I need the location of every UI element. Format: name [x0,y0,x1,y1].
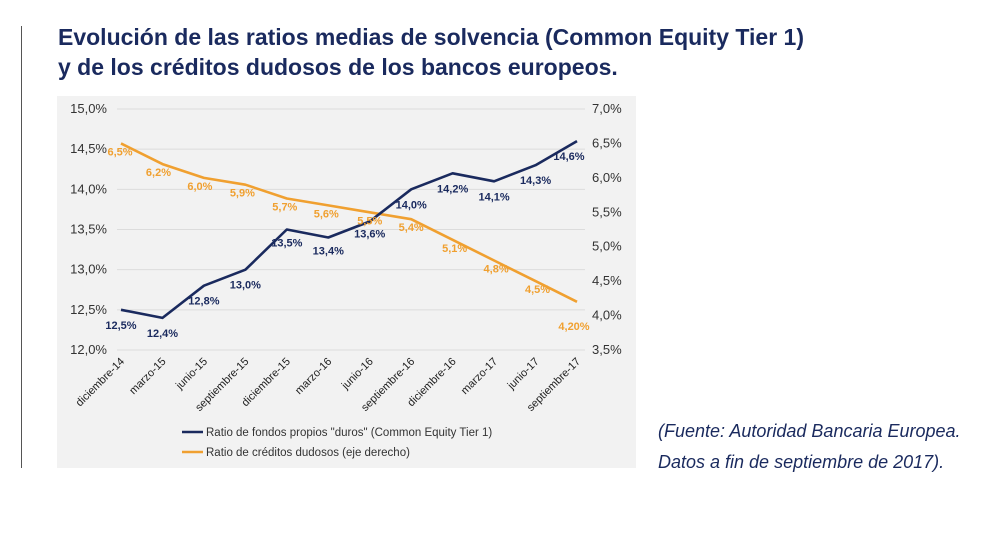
y-left-tick-label: 13,5% [70,222,107,237]
y-left-tick-label: 13,0% [70,262,107,277]
y-right-tick-label: 4,0% [592,308,622,323]
data-label-cet1: 12,5% [105,320,136,332]
data-label-cet1: 14,3% [520,175,551,187]
y-right-tick-label: 3,5% [592,342,622,357]
x-tick-label: marzo-15 [127,356,168,397]
y-right-tick-label: 5,0% [592,239,622,254]
series-line-creditos-dudosos [120,142,578,303]
data-label-cet1: 12,8% [188,296,219,308]
data-label-cet1: 13,4% [313,246,344,258]
data-label-creditos-dudosos: 4,5% [525,284,550,296]
data-label-cet1: 14,2% [437,183,468,195]
source-line-2: Datos a fin de septiembre de 2017). [658,452,945,472]
data-label-creditos-dudosos: 5,7% [272,202,297,214]
title-line-2: y de los créditos dudosos de los bancos … [58,54,618,80]
y-right-tick-label: 6,5% [592,135,622,150]
y-left-tick-label: 12,0% [70,342,107,357]
title-line-1: Evolución de las ratios medias de solven… [58,24,805,50]
x-tick-label: marzo-16 [293,356,334,397]
data-label-cet1: 13,6% [354,228,385,240]
x-tick-label: diciembre-14 [74,356,127,409]
legend-label-creditos-dudosos: Ratio de créditos dudosos (eje derecho) [206,447,410,459]
data-label-creditos-dudosos: 6,0% [187,181,212,193]
legend-label-cet1: Ratio de fondos propios "duros" (Common … [206,427,492,439]
y-left-tick-label: 14,5% [70,141,107,156]
data-label-creditos-dudosos: 6,5% [107,146,132,158]
data-label-cet1: 13,0% [230,280,261,292]
data-label-creditos-dudosos: 5,9% [230,188,255,200]
source-note: (Fuente: Autoridad Bancaria Europea. Dat… [658,416,1007,478]
y-left-tick-label: 14,0% [70,181,107,196]
data-label-cet1: 12,4% [147,328,178,340]
x-tick-label: junio-17 [505,356,542,393]
chart-title: Evolución de las ratios medias de solven… [58,22,918,82]
x-tick-label: marzo-17 [459,356,500,397]
x-tick-label: junio-16 [339,356,376,393]
data-label-cet1: 13,5% [271,238,302,250]
x-tick-label: junio-15 [173,356,210,393]
data-label-cet1: 14,1% [478,191,509,203]
y-right-tick-label: 4,5% [592,273,622,288]
data-label-creditos-dudosos: 4,20% [558,321,589,333]
y-right-tick-label: 6,0% [592,170,622,185]
y-left-tick-label: 12,5% [70,302,107,317]
data-label-cet1: 14,0% [396,199,427,211]
data-label-creditos-dudosos: 5,1% [442,243,467,255]
y-left-tick-label: 15,0% [70,101,107,116]
chart: 12,0%12,5%13,0%13,5%14,0%14,5%15,0%3,5%4… [70,101,622,459]
data-label-creditos-dudosos: 5,4% [399,222,424,234]
left-divider-line [21,26,22,468]
series-line-cet1 [120,139,578,320]
data-label-creditos-dudosos: 5,6% [314,208,339,220]
y-right-tick-label: 7,0% [592,101,622,116]
data-label-creditos-dudosos: 6,2% [146,167,171,179]
data-label-creditos-dudosos: 4,8% [484,263,509,275]
source-line-1: (Fuente: Autoridad Bancaria Europea. [658,421,961,441]
data-label-creditos-dudosos: 5,5% [357,215,382,227]
y-right-tick-label: 5,5% [592,204,622,219]
data-label-cet1: 14,6% [553,151,584,163]
